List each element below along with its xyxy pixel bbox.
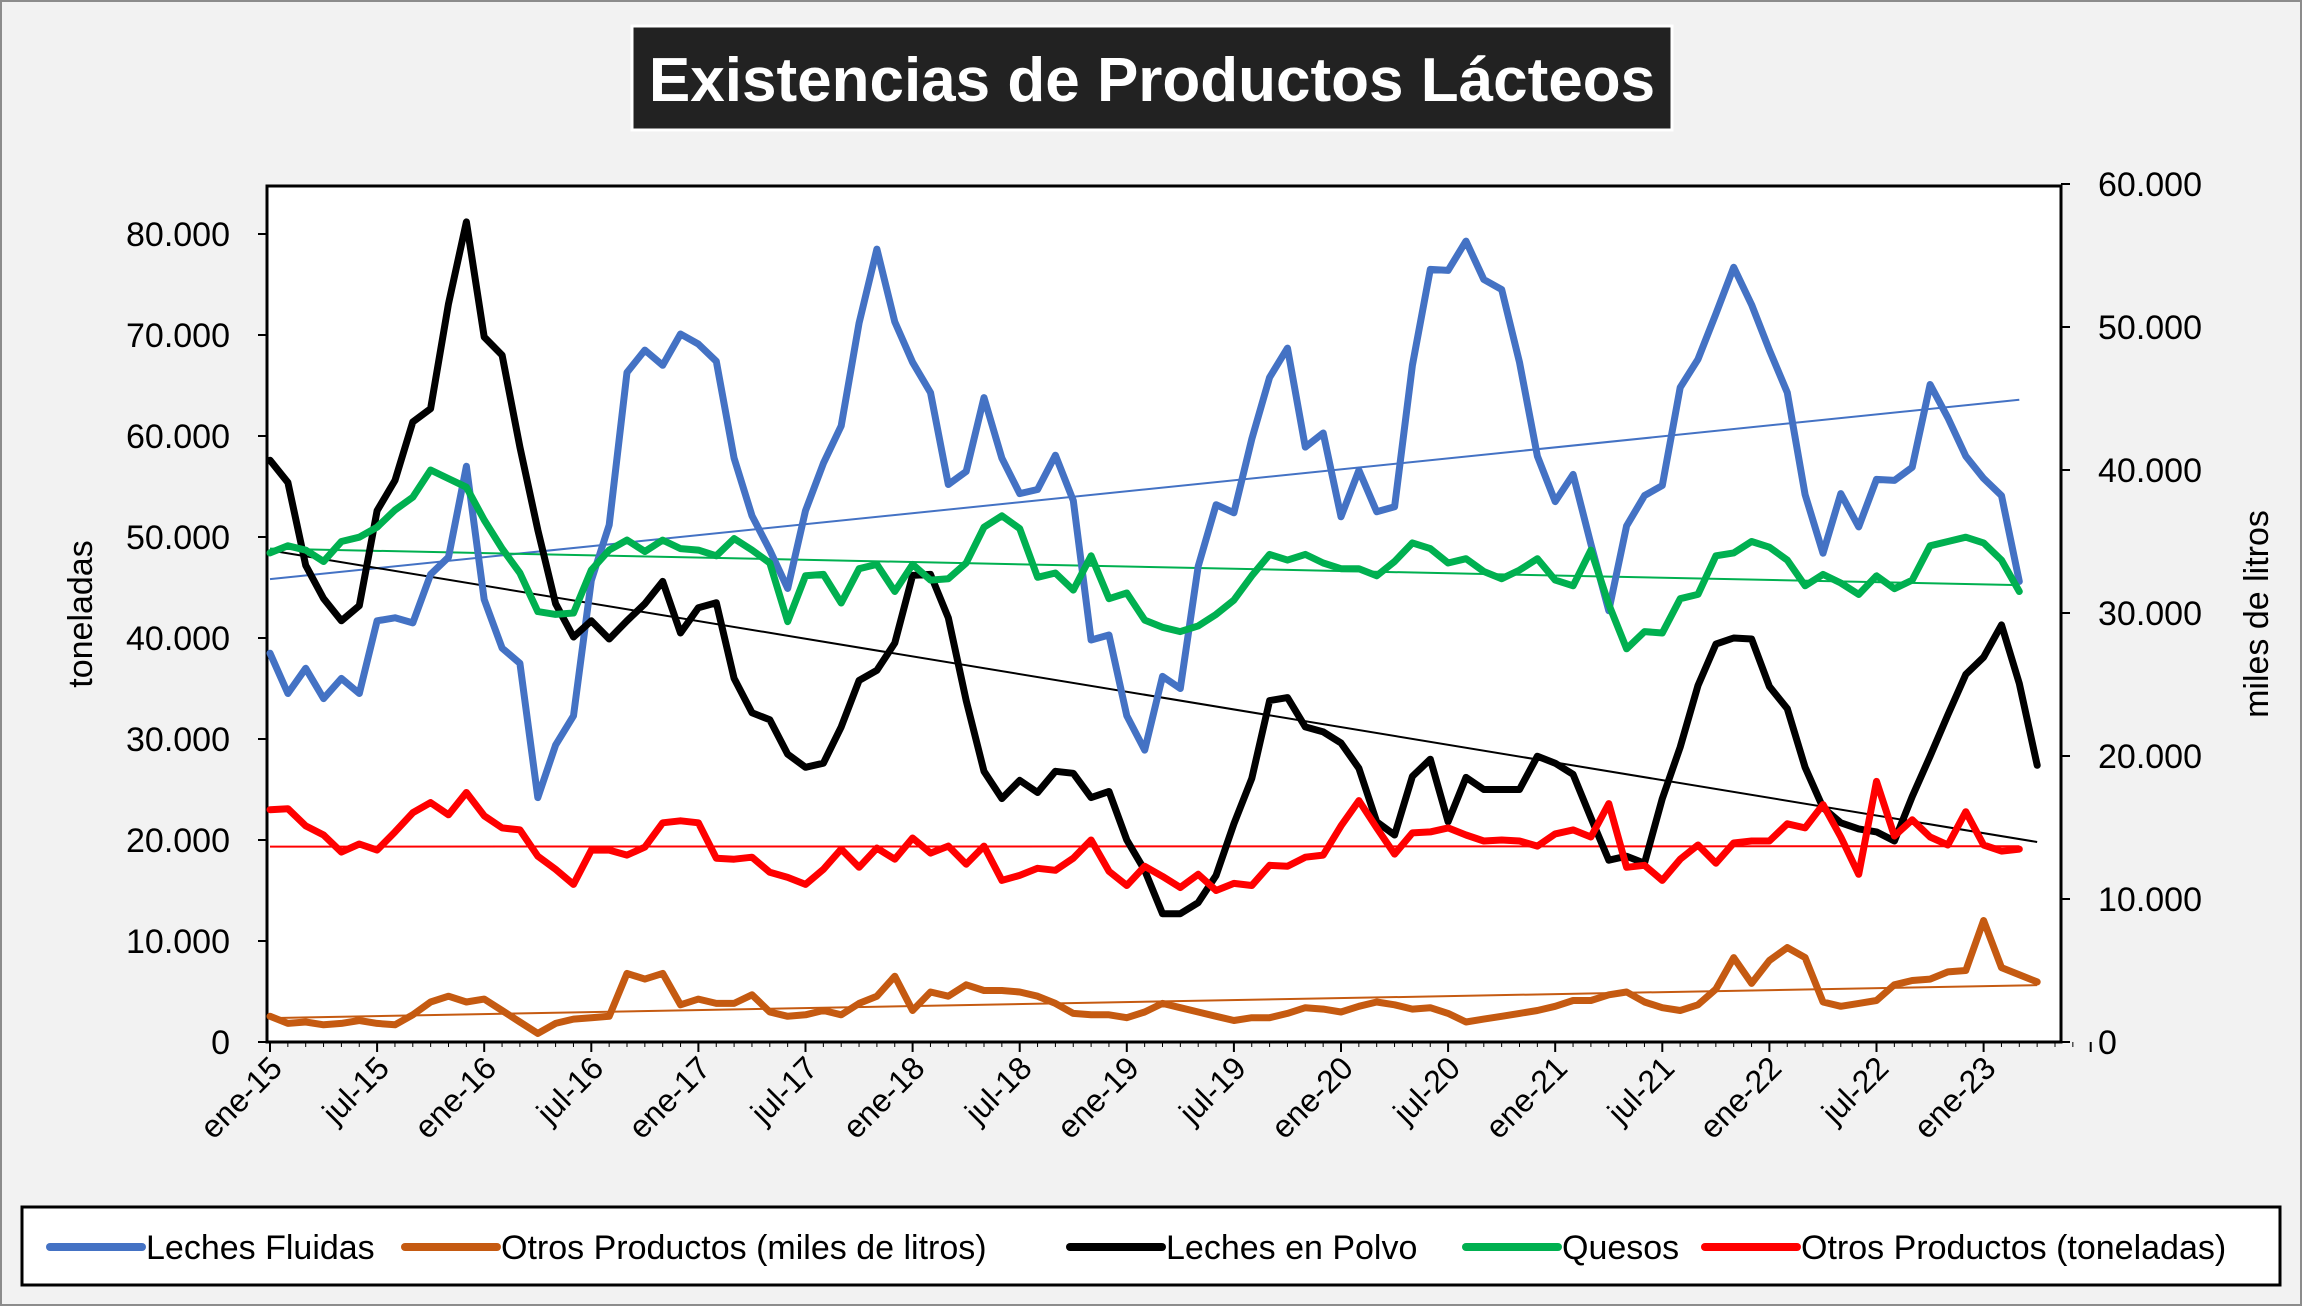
right-axis-title: miles de litros [2238, 510, 2276, 718]
left-tick-label: 30.000 [126, 721, 230, 759]
left-tick-label: 20.000 [126, 822, 230, 860]
legend-label-otros-productos-toneladas: Otros Productos (toneladas) [1801, 1229, 2226, 1267]
right-axis-ticks: 0 10.000 20.000 30.000 40.000 50.000 60.000 [2061, 166, 2202, 1062]
right-tick-label: 30.000 [2098, 595, 2202, 633]
legend-label-leches-fluidas: Leches Fluidas [146, 1229, 375, 1267]
series-line-otros-productos-miles-de-litros [266, 917, 2041, 1037]
left-tick-label: 0 [211, 1024, 230, 1062]
trend-line-leches-fluidas [269, 398, 2020, 581]
left-tick-label: 70.000 [126, 317, 230, 355]
chart-title: Existencias de Productos Lácteos [649, 46, 1655, 115]
right-tick-label: 60.000 [2098, 166, 2202, 204]
series-line-otros-productos-toneladas [266, 777, 2023, 894]
legend: Leches Fluidas Otros Productos (miles de … [46, 1229, 2226, 1267]
legend-label-leches-en-polvo: Leches en Polvo [1166, 1229, 1417, 1267]
right-tick-label: 50.000 [2098, 309, 2202, 347]
trend-line-leches-en-polvo [269, 549, 2038, 843]
left-tick-label: 10.000 [126, 923, 230, 961]
right-tick-label: 40.000 [2098, 452, 2202, 490]
left-tick-label: 50.000 [126, 519, 230, 557]
series-lines [266, 218, 2041, 1037]
left-tick-label: 60.000 [126, 418, 230, 456]
trend-line-otros-productos-miles-de-litros [269, 984, 2038, 1020]
left-tick-label: 40.000 [126, 620, 230, 658]
series-line-quesos [266, 466, 2023, 653]
right-tick-label: 20.000 [2098, 738, 2202, 776]
left-tick-label: 80.000 [126, 216, 230, 254]
legend-label-quesos: Quesos [1562, 1229, 1679, 1267]
left-axis-title: toneladas [62, 540, 100, 687]
right-tick-label: 0 [2098, 1024, 2117, 1062]
series-line-leches-fluidas [266, 237, 2023, 802]
right-tick-label: 10.000 [2098, 881, 2202, 919]
title-box [630, 24, 1674, 132]
legend-label-otros-productos-miles-de-litros: Otros Productos (miles de litros) [501, 1229, 987, 1267]
series-line-leches-en-polvo [266, 218, 2041, 918]
left-axis-ticks: 0 10.000 20.000 30.000 40.000 50.000 60.000 70.… [126, 216, 267, 1062]
trend-line-quesos [269, 547, 2020, 587]
